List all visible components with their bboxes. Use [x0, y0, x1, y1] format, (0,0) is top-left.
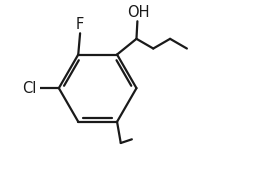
Text: Cl: Cl: [22, 81, 37, 96]
Text: F: F: [76, 17, 84, 32]
Text: OH: OH: [127, 5, 150, 20]
